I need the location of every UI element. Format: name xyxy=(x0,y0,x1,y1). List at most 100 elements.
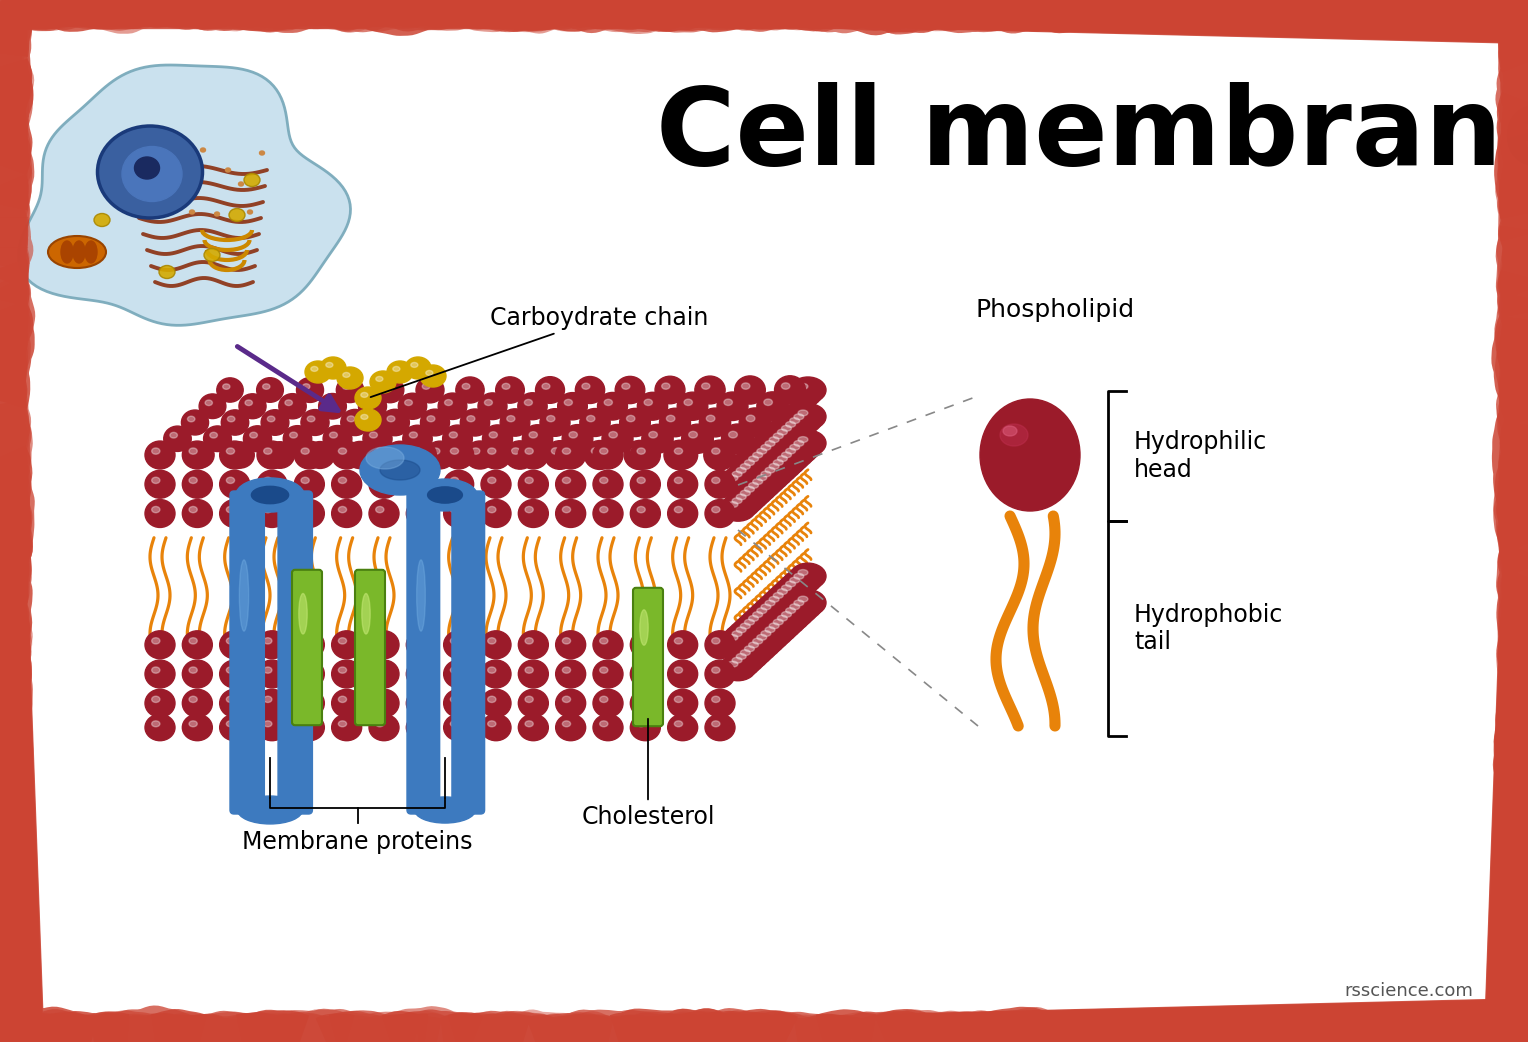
Ellipse shape xyxy=(443,470,474,498)
Ellipse shape xyxy=(741,636,776,662)
Ellipse shape xyxy=(761,457,798,482)
Ellipse shape xyxy=(769,464,779,469)
Ellipse shape xyxy=(263,383,270,390)
Ellipse shape xyxy=(426,371,432,375)
Ellipse shape xyxy=(518,660,549,688)
Ellipse shape xyxy=(552,448,559,454)
Ellipse shape xyxy=(720,469,756,495)
Ellipse shape xyxy=(296,377,324,402)
Ellipse shape xyxy=(376,721,384,726)
Ellipse shape xyxy=(761,590,798,616)
Ellipse shape xyxy=(368,499,399,527)
Ellipse shape xyxy=(732,445,743,450)
Ellipse shape xyxy=(261,410,289,436)
Ellipse shape xyxy=(367,447,403,469)
Ellipse shape xyxy=(704,690,735,717)
FancyBboxPatch shape xyxy=(452,491,484,814)
Ellipse shape xyxy=(257,715,287,741)
Ellipse shape xyxy=(244,174,260,187)
Ellipse shape xyxy=(761,418,770,424)
Ellipse shape xyxy=(368,660,399,688)
Ellipse shape xyxy=(303,383,310,390)
Ellipse shape xyxy=(257,499,287,527)
Ellipse shape xyxy=(222,410,249,436)
Ellipse shape xyxy=(562,667,570,673)
Ellipse shape xyxy=(295,660,324,688)
Ellipse shape xyxy=(576,376,605,403)
Ellipse shape xyxy=(295,470,324,498)
Ellipse shape xyxy=(193,448,200,454)
Ellipse shape xyxy=(518,441,549,469)
Ellipse shape xyxy=(443,425,472,452)
Ellipse shape xyxy=(729,461,764,487)
Ellipse shape xyxy=(706,415,715,422)
Ellipse shape xyxy=(741,476,776,502)
Ellipse shape xyxy=(564,399,573,405)
Ellipse shape xyxy=(420,365,446,387)
Ellipse shape xyxy=(741,490,750,496)
Text: Membrane proteins: Membrane proteins xyxy=(243,830,472,854)
Ellipse shape xyxy=(257,377,283,402)
Ellipse shape xyxy=(711,447,720,454)
Ellipse shape xyxy=(736,453,773,479)
Ellipse shape xyxy=(226,168,231,172)
Ellipse shape xyxy=(749,456,758,462)
Ellipse shape xyxy=(200,148,205,152)
Text: Carboydrate chain: Carboydrate chain xyxy=(371,306,709,397)
Ellipse shape xyxy=(512,448,520,454)
Ellipse shape xyxy=(362,594,370,634)
Ellipse shape xyxy=(220,630,249,659)
Ellipse shape xyxy=(744,446,781,472)
Ellipse shape xyxy=(361,445,440,495)
Ellipse shape xyxy=(778,615,787,621)
Ellipse shape xyxy=(526,448,533,454)
Ellipse shape xyxy=(704,630,735,659)
Ellipse shape xyxy=(130,181,136,185)
Ellipse shape xyxy=(399,393,426,419)
Ellipse shape xyxy=(182,499,212,527)
Ellipse shape xyxy=(338,477,347,483)
Ellipse shape xyxy=(260,151,264,155)
Ellipse shape xyxy=(724,439,759,464)
Ellipse shape xyxy=(368,690,399,717)
Ellipse shape xyxy=(741,437,750,443)
Ellipse shape xyxy=(526,696,533,702)
Ellipse shape xyxy=(587,416,594,422)
Ellipse shape xyxy=(732,658,743,663)
Ellipse shape xyxy=(741,382,750,390)
Ellipse shape xyxy=(593,630,623,659)
Ellipse shape xyxy=(526,506,533,513)
Ellipse shape xyxy=(264,477,272,483)
FancyBboxPatch shape xyxy=(292,570,322,725)
Ellipse shape xyxy=(778,402,787,408)
Ellipse shape xyxy=(775,376,805,404)
Ellipse shape xyxy=(631,499,660,527)
Ellipse shape xyxy=(756,461,793,487)
Ellipse shape xyxy=(604,399,613,405)
Ellipse shape xyxy=(547,416,555,422)
Ellipse shape xyxy=(764,399,773,405)
Ellipse shape xyxy=(766,400,801,426)
Ellipse shape xyxy=(556,470,585,498)
Ellipse shape xyxy=(301,721,309,726)
Ellipse shape xyxy=(338,696,347,702)
Ellipse shape xyxy=(599,477,608,483)
Ellipse shape xyxy=(347,416,354,422)
Ellipse shape xyxy=(732,457,769,483)
Ellipse shape xyxy=(778,389,813,415)
Ellipse shape xyxy=(336,377,364,402)
Ellipse shape xyxy=(186,442,214,468)
Ellipse shape xyxy=(773,619,784,625)
Ellipse shape xyxy=(406,715,437,741)
Ellipse shape xyxy=(556,660,585,688)
Ellipse shape xyxy=(416,377,445,403)
Ellipse shape xyxy=(744,487,755,492)
Ellipse shape xyxy=(487,477,497,483)
Ellipse shape xyxy=(199,394,226,419)
Ellipse shape xyxy=(631,690,660,717)
Ellipse shape xyxy=(406,499,437,527)
Ellipse shape xyxy=(542,383,550,390)
Ellipse shape xyxy=(785,567,822,593)
Ellipse shape xyxy=(674,448,683,454)
Ellipse shape xyxy=(240,560,249,631)
